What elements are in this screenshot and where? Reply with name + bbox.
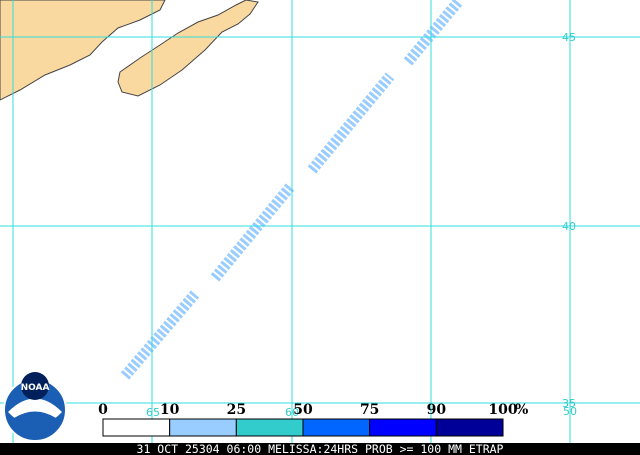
lat-label: 35 <box>562 397 576 410</box>
lon-label: 60 <box>285 406 299 419</box>
lon-label: 50 <box>563 405 577 418</box>
legend-tick: 10 <box>160 402 180 418</box>
legend-tick: 25 <box>227 402 246 418</box>
legend-swatch <box>102 418 171 437</box>
footer-bar <box>0 443 640 455</box>
lon-label: 65 <box>146 406 160 419</box>
lat-label: 45 <box>562 31 576 44</box>
lat-label: 40 <box>562 220 576 233</box>
legend-swatch <box>302 418 371 437</box>
legend-unit: % <box>515 402 528 418</box>
legend-tick: 0 <box>98 402 108 418</box>
land <box>0 0 166 101</box>
footer-text: 31 OCT 25304 06:00 MELISSA:24HRS PROB >=… <box>137 442 504 455</box>
logo-text: NOAA <box>21 383 50 393</box>
probability-swath <box>120 0 463 380</box>
legend-swatch <box>169 418 237 437</box>
legend-tick: 75 <box>360 402 379 418</box>
legend: 0 10 25 50 75 90 100% <box>98 402 528 437</box>
grid <box>0 0 640 443</box>
legend-tick: 50 <box>293 402 313 418</box>
legend-swatch <box>235 418 304 437</box>
logo: NOAA <box>3 372 67 442</box>
legend-tick: 90 <box>427 402 447 418</box>
legend-swatch <box>435 418 504 437</box>
legend-tick: 100 <box>488 402 517 418</box>
legend-swatch <box>369 418 437 437</box>
land <box>117 0 259 97</box>
